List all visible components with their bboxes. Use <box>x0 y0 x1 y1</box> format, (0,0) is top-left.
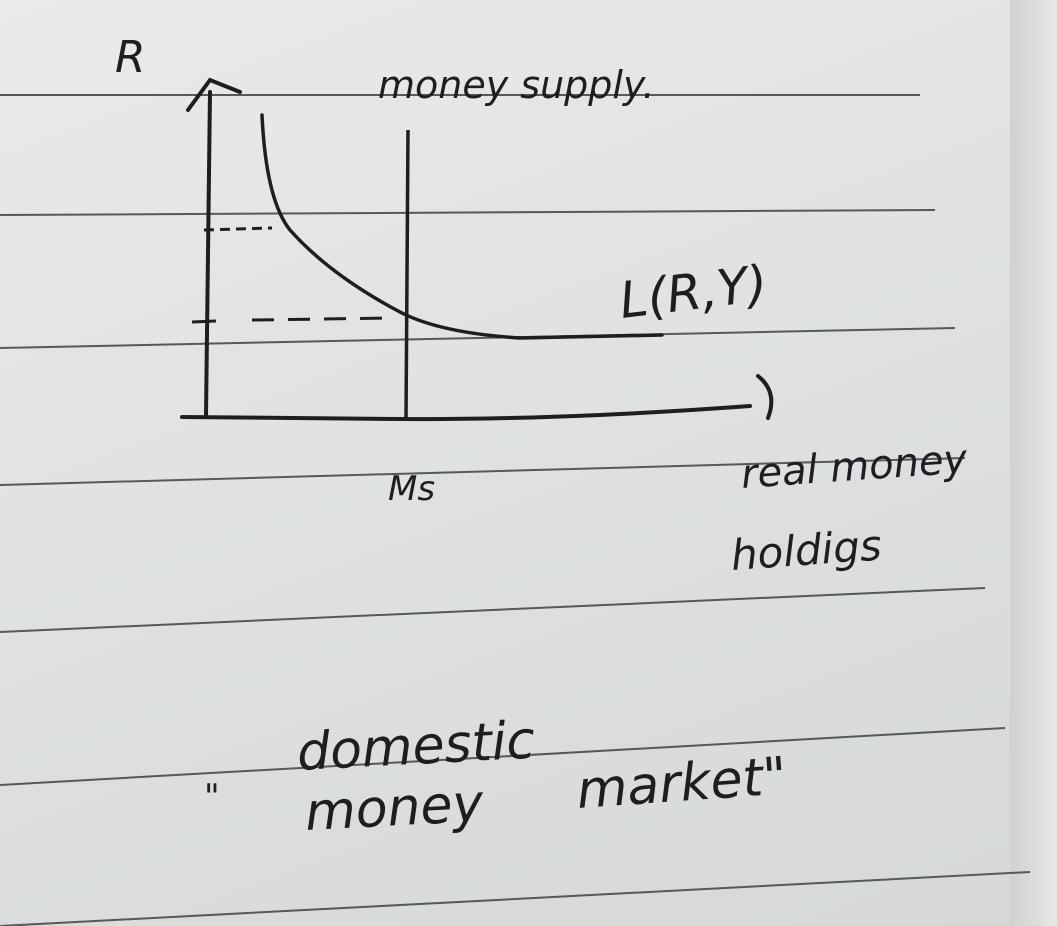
axes <box>180 77 774 422</box>
x-axis-label-line1: real money <box>739 436 969 498</box>
caption-line2-word1: money <box>304 774 486 843</box>
x-axis-arrowhead <box>756 374 774 420</box>
rule-line <box>0 327 956 349</box>
ruled-lines <box>0 94 1031 926</box>
x-axis <box>180 404 752 422</box>
rule-line <box>0 587 986 633</box>
caption-line1: domestic <box>296 711 537 783</box>
ms-tick-label: Ms <box>388 469 435 509</box>
rule-line <box>0 209 936 216</box>
equilibrium-dashed-line <box>251 316 396 322</box>
money-supply-line <box>404 129 410 421</box>
x-axis-label-line2: holdigs <box>729 521 883 580</box>
caption-line2-word2: market" <box>575 746 789 821</box>
money-demand-curve <box>260 113 664 340</box>
y-axis-tick <box>191 319 217 324</box>
y-axis-label: R <box>115 32 146 83</box>
page-edge <box>1010 0 1057 926</box>
caption-open-quote: " <box>204 777 220 817</box>
rule-line <box>0 871 1031 926</box>
money-supply-label: money supply. <box>378 63 655 107</box>
rule-line <box>0 457 966 486</box>
y-axis <box>204 90 212 417</box>
upper-dashed-line <box>203 226 273 232</box>
y-axis-arrowhead <box>186 77 242 112</box>
rule-line <box>0 727 1006 786</box>
demand-curve-label: L(R,Y) <box>616 254 770 330</box>
